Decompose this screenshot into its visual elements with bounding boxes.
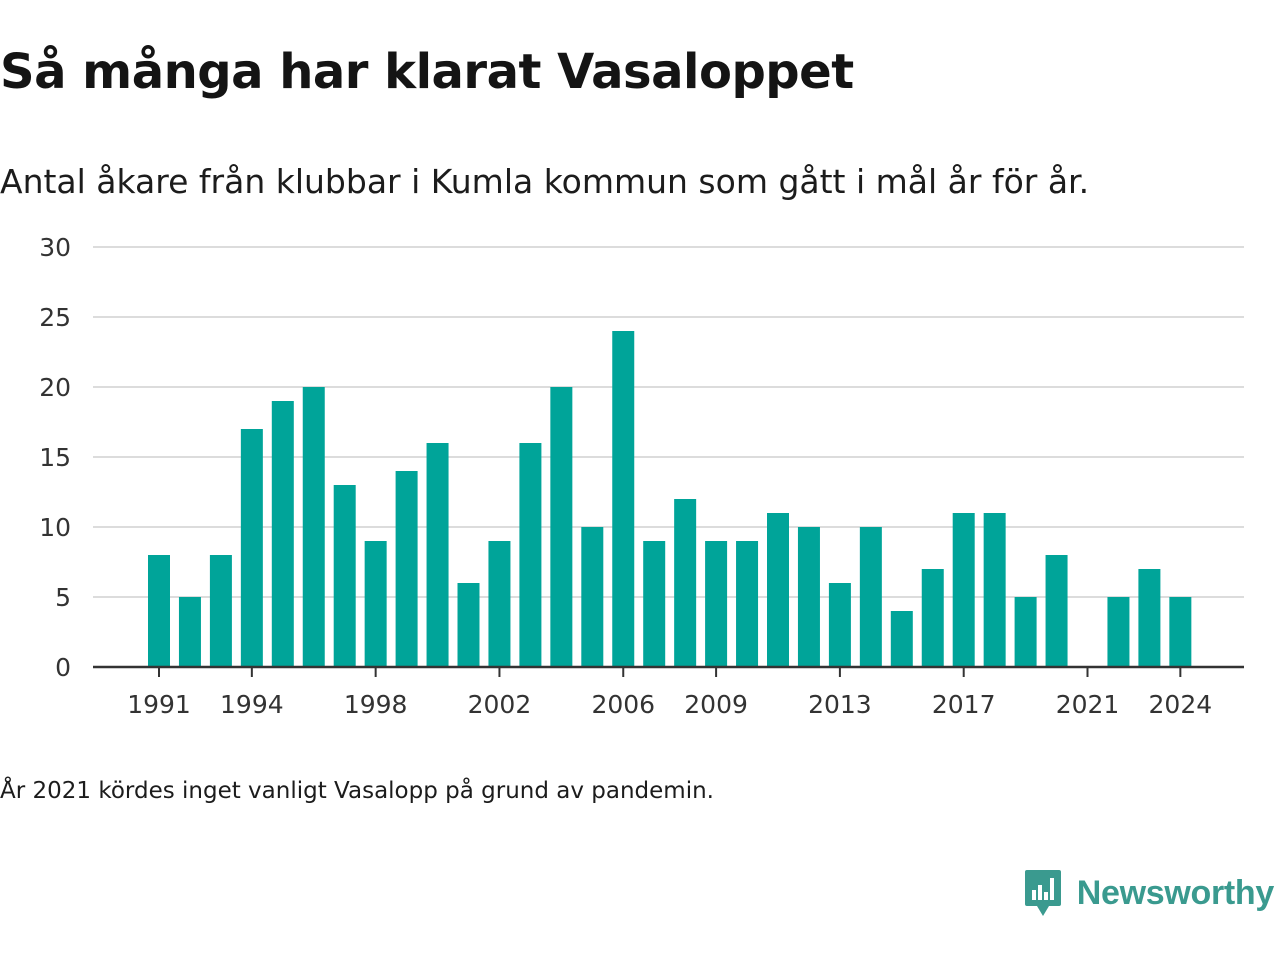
bar-2003	[519, 443, 542, 667]
bar-2020	[1045, 555, 1068, 667]
x-tick-label: 1994	[220, 690, 284, 719]
x-tick-label: 2006	[591, 690, 655, 719]
bar-2015	[890, 611, 913, 667]
y-tick-label: 30	[39, 233, 71, 262]
bar-1999	[395, 471, 418, 667]
bar-1995	[271, 401, 294, 667]
bar-1992	[178, 597, 201, 667]
x-tick-label: 1998	[344, 690, 408, 719]
bar-2009	[705, 541, 728, 667]
bar-2005	[581, 527, 604, 667]
x-tick-label: 2024	[1149, 690, 1213, 719]
bar-2011	[767, 513, 789, 667]
bar-2000	[426, 443, 449, 667]
bar-2012	[797, 527, 820, 667]
y-tick-label: 25	[39, 303, 71, 332]
bar-2008	[674, 499, 697, 667]
newsworthy-logo-icon	[1024, 870, 1061, 916]
bar-2017	[952, 513, 975, 667]
bars	[148, 331, 1192, 667]
y-tick-label: 5	[55, 583, 71, 612]
bar-2018	[983, 513, 1006, 667]
footnote: År 2021 kördes inget vanligt Vasalopp på…	[0, 778, 714, 804]
bar-2024	[1169, 597, 1192, 667]
bar-2013	[828, 583, 851, 667]
bar-2014	[859, 527, 882, 667]
bar-2007	[643, 541, 666, 667]
x-tick-label: 1991	[127, 690, 191, 719]
x-tick-label: 2002	[468, 690, 532, 719]
bar-2022	[1107, 597, 1130, 667]
bar-1994	[240, 429, 263, 667]
y-tick-label: 10	[39, 513, 71, 542]
chart-subtitle: Antal åkare från klubbar i Kumla kommun …	[0, 162, 1090, 201]
bar-2019	[1014, 597, 1037, 667]
y-axis-ticks: 0 5 10 15 20 25 30	[39, 233, 71, 682]
bar-2006	[612, 331, 635, 667]
y-tick-label: 15	[39, 443, 71, 472]
bar-1996	[302, 387, 325, 667]
bar-2010	[736, 541, 759, 667]
bar-2023	[1138, 569, 1161, 667]
x-tick-label: 2009	[684, 690, 748, 719]
x-tick-label: 2021	[1056, 690, 1120, 719]
bar-2002	[488, 541, 511, 667]
brand-name: Newsworthy	[1076, 873, 1275, 912]
y-tick-label: 20	[39, 373, 71, 402]
x-tick-label: 2017	[932, 690, 996, 719]
bar-2001	[457, 583, 480, 667]
brand: Newsworthy	[1023, 868, 1274, 918]
y-tick-label: 0	[55, 653, 71, 682]
gridlines	[93, 246, 1244, 598]
bar-1993	[209, 555, 232, 667]
bar-2004	[550, 387, 573, 667]
chart-title: Så många har klarat Vasaloppet	[0, 44, 854, 100]
bar-1998	[364, 541, 387, 667]
bar-2016	[921, 569, 944, 667]
bar-1997	[333, 485, 356, 667]
bar-1991	[148, 555, 170, 667]
x-tick-label: 2013	[808, 690, 872, 719]
x-axis-ticks: 1991 1994 1998 2002 2006 2009 2013 2017 2021 2024	[127, 667, 1212, 719]
